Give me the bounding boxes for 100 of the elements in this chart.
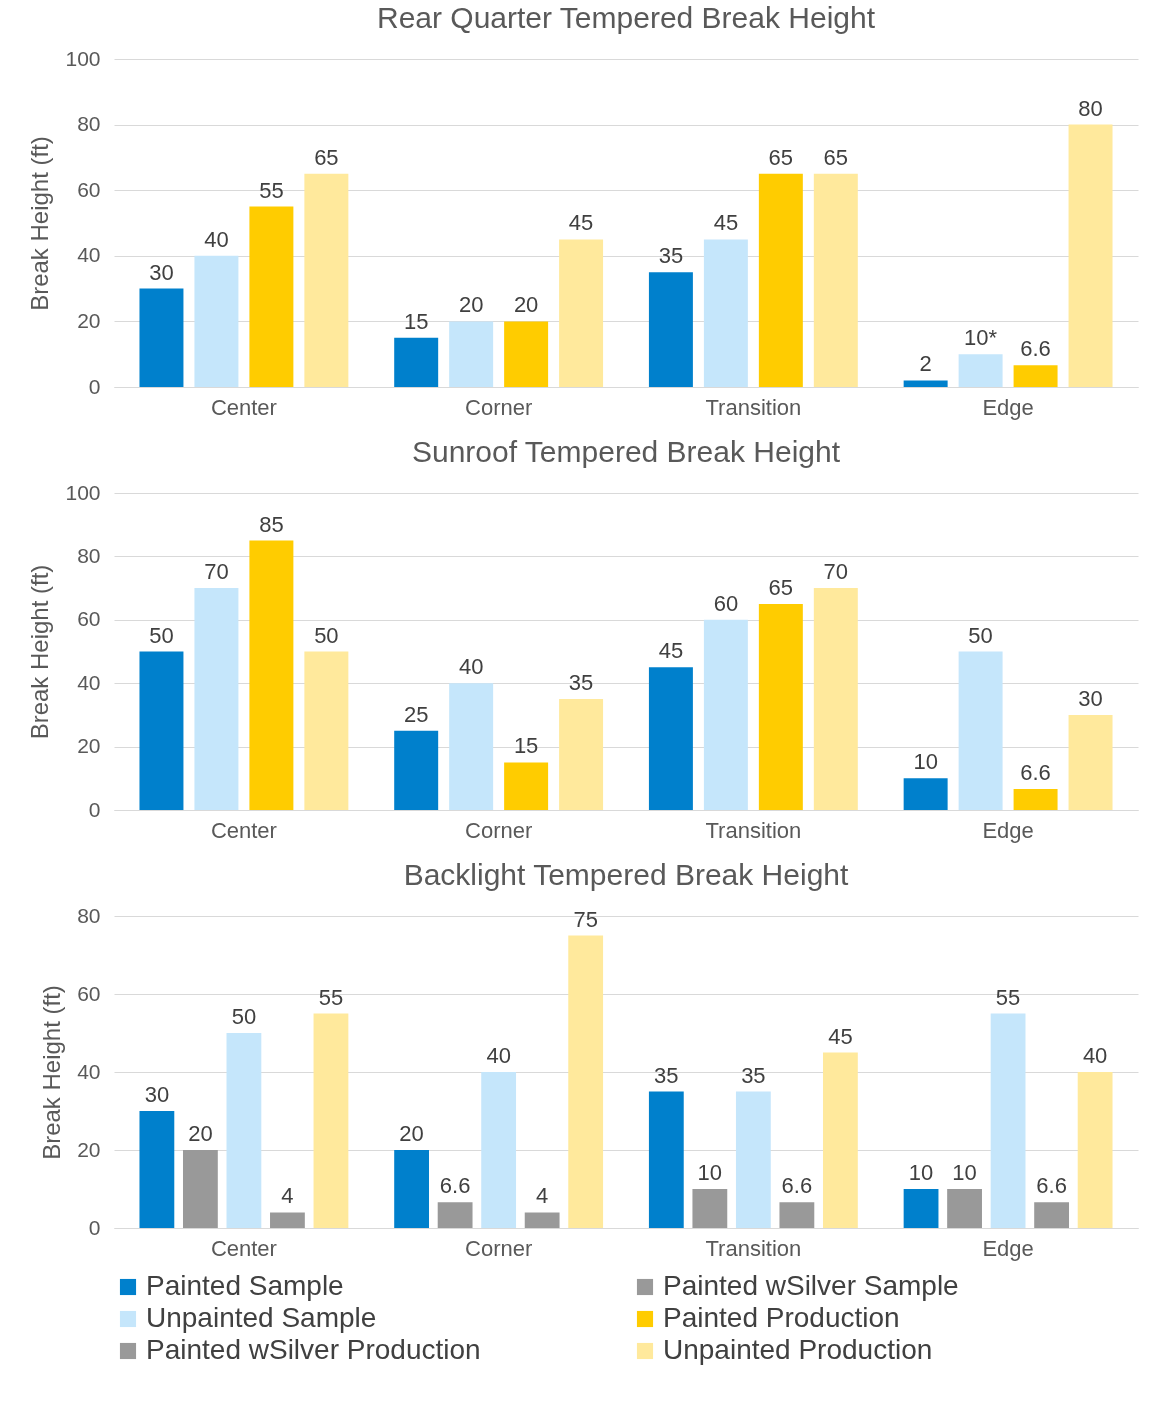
x-tick-label: Corner [465, 394, 533, 420]
legend-label: Painted Sample [146, 1270, 344, 1301]
data-label: 10 [697, 1160, 723, 1185]
data-label: 4 [536, 1183, 549, 1209]
y-tick-label: 20 [77, 734, 101, 758]
x-tick-label: Center [210, 817, 277, 843]
bar [1013, 365, 1058, 387]
y-tick-label: 60 [77, 607, 101, 631]
data-label: 50 [149, 622, 174, 648]
bar [226, 1033, 262, 1228]
bar [249, 206, 294, 387]
data-label: 10 [908, 1160, 934, 1185]
data-label: 30 [144, 1082, 170, 1107]
legend-label: Unpainted Sample [146, 1302, 377, 1333]
bar [813, 173, 858, 387]
data-label: 75 [573, 906, 598, 932]
bar [903, 778, 948, 810]
data-label: 60 [713, 590, 739, 616]
bar [1013, 789, 1058, 810]
data-label: 40 [204, 226, 229, 252]
data-label: 6.6 [1020, 760, 1051, 786]
x-tick-label: Transition [705, 1235, 802, 1261]
bar [182, 1150, 218, 1228]
data-label: 35 [741, 1062, 766, 1088]
data-label: 20 [458, 292, 484, 318]
bar [504, 762, 549, 810]
bar [758, 603, 803, 810]
bar [481, 1072, 517, 1228]
legend-label: Unpainted Production [663, 1334, 933, 1365]
data-label: 35 [568, 670, 594, 696]
data-label: 15 [513, 733, 539, 759]
data-label: 55 [259, 177, 284, 203]
bar [194, 255, 239, 387]
bar [194, 588, 239, 810]
data-label: 70 [823, 559, 849, 585]
x-tick-label: Center [210, 394, 277, 420]
bar [692, 1189, 728, 1228]
bar [524, 1212, 560, 1228]
bar [648, 667, 693, 810]
data-label: 65 [314, 144, 339, 170]
data-label: 6.6 [781, 1173, 813, 1199]
data-label: 30 [1078, 685, 1103, 711]
bar [559, 239, 604, 387]
x-tick-label: Corner [465, 817, 533, 843]
x-tick-label: Edge [982, 394, 1034, 420]
data-label: 6.6 [439, 1173, 471, 1199]
data-label: 6.6 [1036, 1173, 1067, 1199]
bar [1034, 1202, 1070, 1228]
data-label: 35 [654, 1062, 679, 1088]
y-tick-label: 80 [77, 543, 101, 567]
data-label: 40 [458, 654, 484, 680]
data-label: 10* [964, 325, 998, 351]
data-label: 85 [259, 511, 284, 537]
data-label: 10 [913, 749, 938, 775]
data-label: 30 [149, 259, 174, 285]
bar [139, 1111, 175, 1228]
y-axis-title: Break Height (ft) [26, 564, 54, 740]
chart-title: Sunroof Tempered Break Height [411, 435, 841, 468]
x-tick-label: Edge [982, 817, 1034, 843]
bar [1077, 1072, 1113, 1228]
bar [449, 683, 494, 810]
data-label: 4 [281, 1183, 294, 1209]
y-tick-label: 0 [88, 1215, 101, 1239]
data-label: 20 [399, 1121, 424, 1146]
y-tick-label: 60 [77, 981, 101, 1005]
bar [394, 730, 439, 810]
y-tick-label: 40 [77, 1059, 101, 1083]
x-tick-label: Transition [705, 817, 802, 843]
bar [947, 1189, 982, 1228]
bar [270, 1212, 305, 1228]
data-label: 50 [231, 1004, 257, 1029]
data-label: 45 [713, 210, 739, 236]
y-tick-label: 100 [65, 46, 101, 70]
data-label: 20 [513, 292, 539, 318]
x-tick-label: Transition [705, 394, 802, 420]
y-tick-label: 20 [77, 308, 101, 332]
bar [813, 588, 858, 810]
data-label: 45 [828, 1023, 853, 1049]
data-label: 50 [314, 622, 339, 648]
data-label: 10 [952, 1160, 977, 1185]
bar [568, 935, 604, 1228]
data-label: 70 [204, 559, 229, 585]
y-tick-label: 0 [88, 374, 101, 398]
bar [958, 651, 1003, 810]
bar [504, 321, 549, 387]
x-tick-label: Center [210, 1235, 277, 1261]
y-axis-title: Break Height (ft) [26, 136, 54, 311]
data-label: 80 [1078, 95, 1103, 121]
y-tick-label: 80 [77, 112, 101, 136]
bar [394, 1150, 430, 1228]
bar [304, 651, 349, 810]
chart-title: Rear Quarter Tempered Break Height [376, 1, 876, 34]
data-label: 40 [1082, 1043, 1108, 1068]
bar [703, 619, 748, 810]
data-label: 65 [823, 144, 849, 170]
bar [1068, 124, 1113, 387]
data-label: 65 [768, 574, 794, 600]
data-label: 55 [318, 984, 344, 1010]
y-tick-label: 40 [77, 243, 101, 267]
x-tick-label: Corner [465, 1235, 533, 1261]
